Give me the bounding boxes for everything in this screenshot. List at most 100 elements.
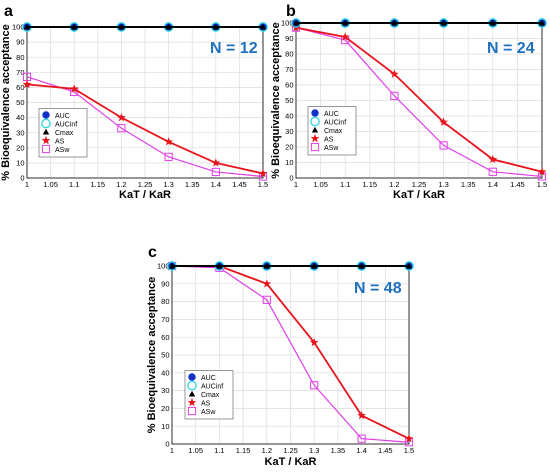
series-cmax: [168, 262, 413, 269]
x-tick-label: 1.25: [412, 180, 427, 189]
y-tick-label: 100: [281, 19, 294, 28]
legend-marker-aucinf: [187, 380, 197, 391]
legend-marker-auc: [42, 111, 50, 119]
y-tick-label: 30: [16, 128, 24, 137]
data-point-cmax: [538, 19, 546, 26]
y-tick-label: 20: [16, 143, 24, 152]
data-point-asw: [164, 152, 173, 161]
series-line-asw: [171, 265, 410, 443]
series-as: [22, 79, 268, 178]
legend-marker-as: [41, 135, 51, 145]
legend-marker-as: [187, 397, 197, 407]
x-tick-label: 1.3: [438, 180, 448, 189]
data-point-cmax: [168, 262, 176, 269]
sample-size-annotation: N = 48: [354, 280, 402, 297]
data-point-cmax: [118, 23, 125, 30]
y-tick-label: 20: [285, 143, 293, 152]
data-point-as: [390, 69, 399, 78]
y-tick-label: 80: [285, 50, 293, 59]
x-tick-label: 1: [294, 180, 298, 189]
legend-label: AUCinf: [201, 383, 223, 390]
y-tick-label: 80: [16, 53, 24, 62]
data-point-as: [69, 84, 79, 93]
legend-marker-asw: [41, 144, 51, 154]
x-tick-label: 1.3: [309, 446, 319, 455]
y-axis-label: % Bioequivalence acceptance: [0, 24, 12, 181]
data-point-cmax: [23, 23, 31, 30]
x-tick-label: 1.3: [163, 180, 173, 189]
data-point-as: [309, 337, 319, 347]
x-tick-label: 1.25: [138, 180, 153, 189]
legend-label: AUCinf: [324, 119, 346, 126]
data-point-as: [439, 117, 448, 126]
data-point-cmax: [292, 19, 300, 26]
legend-label: AS: [201, 400, 211, 407]
y-tick-label: 60: [16, 83, 24, 92]
data-point-as: [258, 168, 268, 178]
data-point-as: [211, 158, 221, 167]
y-axis-label: % Bioequivalence acceptance: [146, 277, 158, 434]
x-axis-label: KaT / KaR: [393, 189, 445, 201]
x-tick-label: 1.4: [488, 180, 498, 189]
sample-size-annotation: N = 12: [210, 40, 258, 57]
y-tick-label: 90: [16, 38, 24, 47]
x-tick-label: 1.45: [232, 180, 247, 189]
chart-panel-c: 1 1.05 1.1 1.15 1.2 1.25 1.3 1.35 1.4 1.45 1.5 0 10 2…: [146, 244, 414, 468]
legend-marker-cmax: [311, 126, 319, 133]
y-tick-label: 20: [161, 404, 169, 413]
legend-label: ASw: [55, 147, 70, 154]
data-point-cmax: [440, 19, 447, 26]
data-point-cmax: [259, 23, 267, 30]
x-tick-label: 1.2: [389, 180, 399, 189]
x-tick-label: 1.05: [188, 446, 203, 455]
data-point-as: [262, 279, 272, 288]
legend-marker-cmax: [188, 390, 196, 397]
legend-marker-aucinf: [310, 116, 320, 127]
y-tick-label: 40: [285, 112, 293, 121]
y-tick-label: 30: [161, 386, 169, 395]
x-tick-label: 1.15: [90, 180, 105, 189]
x-tick-label: 1.2: [262, 446, 272, 455]
y-tick-label: 100: [12, 23, 25, 32]
legend-label: AUC: [201, 375, 216, 382]
legend-label: ASw: [201, 409, 216, 416]
legend-label: Cmax: [55, 130, 74, 137]
data-point-as: [537, 167, 547, 176]
x-tick-label: 1.5: [537, 180, 547, 189]
data-point-as: [404, 434, 414, 443]
data-point-as: [340, 32, 350, 41]
series-line-as: [26, 83, 264, 175]
panel-letter: b: [286, 3, 296, 20]
x-axis-label: KaT / KaR: [119, 189, 171, 201]
x-tick-label: 1.1: [69, 180, 79, 189]
series-cmax: [292, 19, 546, 26]
y-tick-label: 70: [285, 65, 293, 74]
data-point-cmax: [216, 262, 223, 269]
data-point-as: [164, 137, 173, 146]
x-tick-label: 1: [170, 446, 174, 455]
y-tick-label: 30: [285, 127, 293, 136]
legend-label: Cmax: [201, 392, 220, 399]
y-tick-label: 60: [161, 333, 169, 342]
series-line-as: [295, 26, 543, 173]
y-tick-label: 50: [161, 351, 169, 360]
x-tick-label: 1.4: [356, 446, 366, 455]
x-tick-label: 1.1: [340, 180, 350, 189]
data-point-as: [117, 113, 126, 122]
legend-marker-asw: [310, 142, 320, 152]
sample-size-annotation: N = 24: [487, 40, 535, 57]
x-tick-label: 1.05: [313, 180, 328, 189]
x-axis-label: KaT / KaR: [265, 456, 317, 468]
legend-label: ASw: [324, 145, 339, 152]
x-tick-label: 1.35: [331, 446, 346, 455]
data-point-asw: [262, 295, 271, 304]
data-point-asw: [310, 381, 319, 390]
legend-marker-asw: [187, 406, 197, 416]
panel-letter: c: [148, 244, 157, 261]
data-point-cmax: [391, 19, 398, 26]
panel-letter: a: [4, 3, 13, 20]
data-point-cmax: [263, 262, 270, 269]
y-tick-label: 70: [161, 315, 169, 324]
